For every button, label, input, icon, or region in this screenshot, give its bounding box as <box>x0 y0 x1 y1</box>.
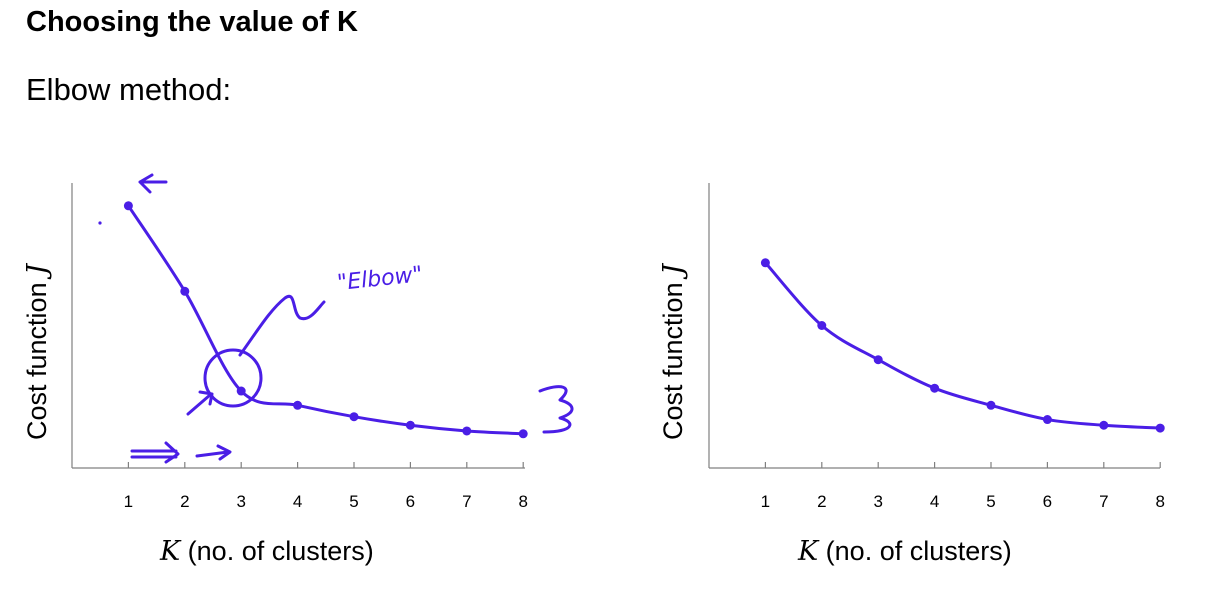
x-axis-label-text-right: (no. of clusters) <box>818 536 1012 566</box>
data-point <box>123 201 133 211</box>
x-tick-label: 1 <box>124 492 133 511</box>
x-tick-label: 7 <box>1099 492 1108 511</box>
x-tick-label: 6 <box>1043 492 1052 511</box>
data-point <box>236 386 246 396</box>
x-ticks-right <box>764 462 1161 468</box>
x-tick-label: 5 <box>986 492 995 511</box>
series-points-right <box>760 258 1165 433</box>
x-axis-label-var-left: K <box>159 536 182 567</box>
x-tick-label: 3 <box>873 492 882 511</box>
arrow-left-icon <box>138 173 168 194</box>
page-subtitle: Elbow method: <box>26 72 232 107</box>
x-tick-labels-right: 1 2 3 4 5 6 7 8 <box>761 492 1165 511</box>
y-axis-label-left: Cost function J <box>22 262 53 440</box>
data-point <box>1099 420 1109 430</box>
data-point <box>986 400 996 410</box>
x-axis-label-right: K (no. of clusters) <box>797 536 1012 567</box>
series-points-left <box>123 201 528 439</box>
squiggle-icon <box>538 385 574 434</box>
y-axis-label-var-left: J <box>22 262 53 280</box>
x-tick-label: 6 <box>406 492 415 511</box>
y-axis-label-text-right: Cost function <box>658 275 688 440</box>
x-tick-label: 3 <box>236 492 245 511</box>
chart-left: 1 2 3 4 5 6 7 8 Cost function J K (no. of clust… <box>22 173 574 567</box>
arrow-right-icon <box>195 444 232 461</box>
data-point <box>405 420 415 430</box>
series-line-left <box>126 204 525 436</box>
x-tick-label: 4 <box>930 492 939 511</box>
x-tick-label: 2 <box>180 492 189 511</box>
data-point <box>1042 415 1052 425</box>
x-tick-labels-left: 1 2 3 4 5 6 7 8 <box>124 492 528 511</box>
x-tick-label: 1 <box>761 492 770 511</box>
x-axis-label-left: K (no. of clusters) <box>159 536 374 567</box>
x-ticks-left <box>127 462 524 468</box>
x-tick-label: 4 <box>293 492 302 511</box>
data-point <box>817 321 827 330</box>
x-tick-label: 2 <box>817 492 826 511</box>
data-point <box>462 426 472 436</box>
data-point <box>180 286 190 296</box>
stray-dot <box>98 221 102 225</box>
data-point <box>760 258 770 268</box>
data-point <box>293 400 303 410</box>
chart-right: 1 2 3 4 5 6 7 8 Cost function J K (no. of clust… <box>658 183 1165 567</box>
x-tick-label: 7 <box>462 492 471 511</box>
elbow-annotation: "Elbow" <box>336 262 424 296</box>
data-point <box>349 412 359 422</box>
double-arrow-right-icon <box>130 441 180 464</box>
elbow-circle <box>203 348 263 408</box>
data-point <box>1155 423 1165 433</box>
y-axis-label-var-right: J <box>658 262 689 280</box>
x-axis-label-text-left: (no. of clusters) <box>180 536 374 566</box>
x-tick-label: 8 <box>1155 492 1164 511</box>
y-axis-label-right: Cost function J <box>658 262 689 440</box>
y-axis-label-text-left: Cost function <box>22 275 52 440</box>
elbow-pointer-scribble <box>238 294 326 357</box>
arrow-to-elbow-icon <box>186 390 214 416</box>
x-tick-label: 8 <box>518 492 527 511</box>
page-title: Choosing the value of K <box>26 6 358 38</box>
x-axis-label-var-right: K <box>797 536 820 567</box>
data-point <box>873 355 883 365</box>
series-line-right <box>763 261 1162 430</box>
x-tick-label: 5 <box>349 492 358 511</box>
data-point <box>518 429 528 439</box>
data-point <box>930 383 940 393</box>
